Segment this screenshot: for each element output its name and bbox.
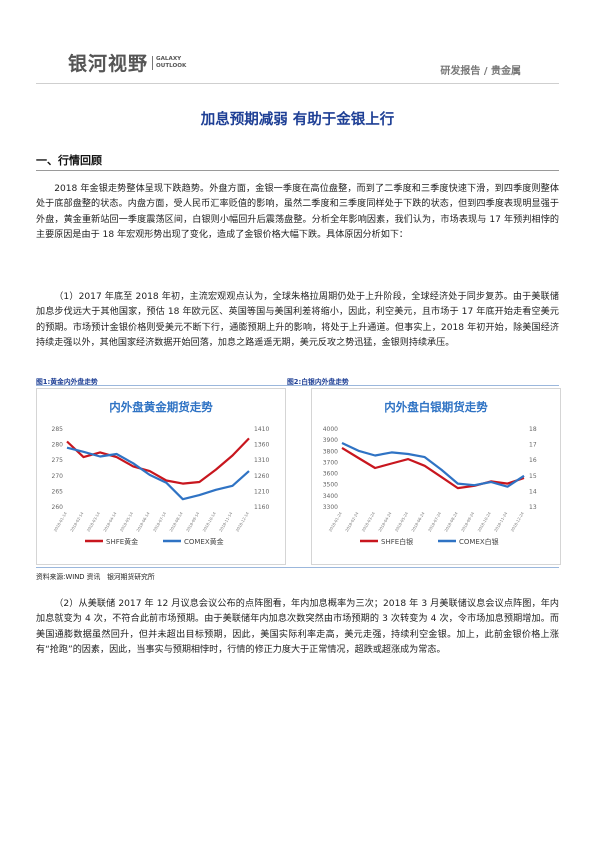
y-left-tick-label: 3300 <box>323 504 338 511</box>
figure-top-rule <box>36 385 559 386</box>
x-tick-label: 2018-03-24 <box>361 511 377 533</box>
logo-en-line2: OUTLOOK <box>156 62 187 69</box>
y-left-tick-label: 3600 <box>323 471 338 478</box>
series-line-COMEX黄金 <box>66 446 250 501</box>
x-tick-label: 2018-06-14 <box>135 511 151 533</box>
paragraph-1: 2018 年金银走势整体呈现下跌趋势。外盘方面，金银一季度在高位盘整，而到了二季… <box>36 184 559 240</box>
header-divider <box>36 83 559 84</box>
x-tick-label: 2018-12-14 <box>234 511 250 533</box>
x-tick-label: 2018-04-24 <box>377 511 393 533</box>
x-tick-label: 2018-06-24 <box>410 511 426 533</box>
y-right-tick-label: 1310 <box>254 457 269 464</box>
y-right-tick-label: 17 <box>529 442 537 449</box>
y-right-tick-label: 14 <box>529 488 537 495</box>
x-tick-label: 2018-02-14 <box>69 511 85 533</box>
x-tick-label: 2018-01-24 <box>327 511 343 533</box>
y-left-tick-label: 3900 <box>323 437 338 444</box>
x-tick-label: 2018-04-14 <box>102 511 118 533</box>
logo: 银河视野 GALAXY OUTLOOK <box>68 49 186 76</box>
logo-en-line1: GALAXY <box>156 55 182 62</box>
x-tick-label: 2018-05-24 <box>394 511 410 533</box>
x-tick-label: 2018-07-24 <box>427 511 443 533</box>
y-left-tick-label: 3700 <box>323 459 338 466</box>
x-tick-label: 2018-05-14 <box>119 511 135 533</box>
y-left-tick-label: 285 <box>52 426 64 433</box>
gold-chart-svg: 内外盘黄金期货走势 285 280 275 270 265 260 1410 1360 1310 1… <box>52 400 270 546</box>
figure-1-caption: 图1:黄金内外盘走势 <box>36 378 98 386</box>
paragraph-2: （1）2017 年底至 2018 年初，主流宏观观点认为，全球朱格拉周期仍处于上… <box>36 292 559 348</box>
chart-title: 内外盘黄金期货走势 <box>109 400 213 414</box>
y-left-tick-label: 3800 <box>323 448 338 455</box>
paragraph-3: （2）从美联储 2017 年 12 月议息会议公布的点阵图看，年内加息概率为三次… <box>36 599 559 655</box>
y-right-tick-label: 1410 <box>254 426 269 433</box>
y-left-tick-label: 265 <box>52 488 64 495</box>
chart-title: 内外盘白银期货走势 <box>384 400 488 414</box>
x-tick-label: 2018-12-24 <box>509 511 525 533</box>
logo-en: GALAXY OUTLOOK <box>152 55 187 70</box>
legend-label: COMEX白银 <box>459 537 499 546</box>
y-right-tick-label: 1160 <box>254 504 269 511</box>
y-right-tick-label: 18 <box>529 426 537 433</box>
report-category: 研发报告 / 贵金属 <box>440 66 521 77</box>
x-tick-label: 2018-11-24 <box>493 511 509 533</box>
y-right-tick-label: 15 <box>529 473 537 480</box>
x-tick-label: 2018-10-14 <box>201 511 217 533</box>
y-right-tick-label: 1260 <box>254 473 269 480</box>
y-left-tick-label: 3500 <box>323 482 338 489</box>
y-left-tick-label: 4000 <box>323 426 338 433</box>
figure-bottom-rule <box>36 567 559 568</box>
x-tick-label: 2018-08-14 <box>168 511 184 533</box>
y-right-tick-label: 16 <box>529 457 537 464</box>
figure-source: 资料来源:WIND 资讯 银河期货研究所 <box>36 573 155 581</box>
y-right-tick-label: 1360 <box>254 442 269 449</box>
legend-label: COMEX黄金 <box>184 537 224 546</box>
x-tick-label: 2018-09-14 <box>185 511 201 533</box>
series-line-SHFE黄金 <box>66 437 250 485</box>
section-heading: 一、行情回顾 <box>36 154 102 167</box>
x-tick-label: 2018-01-14 <box>52 511 68 533</box>
silver-chart-svg: 内外盘白银期货走势 4000 3900 3800 3700 3600 3500 3400 330… <box>323 400 537 546</box>
y-right-tick-label: 1210 <box>254 488 269 495</box>
figure-2-caption: 图2:白银内外盘走势 <box>287 378 349 386</box>
series-line-COMEX白银 <box>341 442 525 488</box>
x-tick-label: 2018-10-24 <box>476 511 492 533</box>
x-tick-label: 2018-07-14 <box>152 511 168 533</box>
x-tick-label: 2018-09-24 <box>460 511 476 533</box>
y-left-tick-label: 280 <box>52 442 64 449</box>
legend-label: SHFE白银 <box>381 537 413 546</box>
gold-chart: 内外盘黄金期货走势 285 280 275 270 265 260 1410 1360 1310 1… <box>36 388 286 565</box>
x-tick-label: 2018-03-14 <box>86 511 102 533</box>
y-left-tick-label: 3400 <box>323 493 338 500</box>
y-left-tick-label: 270 <box>52 473 64 480</box>
y-right-tick-label: 13 <box>529 504 537 511</box>
y-left-tick-label: 260 <box>52 504 64 511</box>
section-divider <box>36 170 559 171</box>
x-tick-label: 2018-02-24 <box>344 511 360 533</box>
y-left-tick-label: 275 <box>52 457 64 464</box>
x-tick-label: 2018-11-14 <box>218 511 234 533</box>
logo-cn: 银河视野 <box>68 53 149 75</box>
legend-label: SHFE黄金 <box>106 537 138 546</box>
document-title: 加息预期减弱 有助于金银上行 <box>200 112 395 128</box>
x-tick-label: 2018-08-24 <box>443 511 459 533</box>
silver-chart: 内外盘白银期货走势 4000 3900 3800 3700 3600 3500 3400 330… <box>311 388 561 565</box>
